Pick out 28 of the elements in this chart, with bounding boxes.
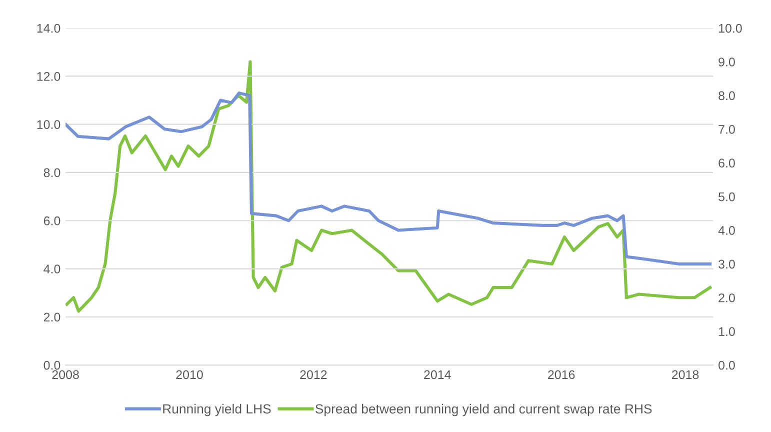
x-tick-label: 2008: [52, 370, 79, 380]
y2-tick-label: 2.0: [718, 293, 735, 302]
line-series: [66, 92, 712, 266]
x-tick-label: 2010: [176, 370, 203, 380]
y2-tick-label: 1.0: [718, 327, 735, 336]
x-tick-label: 2012: [300, 370, 327, 380]
y-tick-label: 4.0: [44, 264, 60, 274]
y2-tick-label: 6.0: [718, 158, 735, 168]
legend-label: Running yield LHS: [163, 404, 271, 416]
y-tick-label: 12.0: [37, 72, 60, 81]
y-tick-label: 6.0: [44, 216, 60, 226]
y-tick-label: 8.0: [44, 168, 60, 178]
y2-tick-label: 3.0: [718, 260, 735, 269]
y2-tick-label: 4.0: [718, 226, 735, 235]
y2-tick-label: 10.0: [718, 24, 742, 33]
legend-label: Spread between running yield and current swap rate RHS: [315, 404, 652, 416]
y2-tick-label: 0.0: [718, 360, 735, 370]
y-tick-label: 0.0: [44, 360, 60, 370]
y2-tick-label: 5.0: [718, 192, 735, 202]
y-tick-label: 2.0: [44, 312, 60, 322]
y-tick-label: 14.0: [37, 24, 60, 33]
y2-tick-label: 9.0: [718, 58, 735, 66]
x-tick-label: 2018: [672, 370, 699, 380]
y-tick-label: 10.0: [37, 120, 60, 130]
y2-tick-label: 8.0: [718, 91, 735, 100]
y2-tick-label: 7.0: [718, 124, 735, 134]
x-tick-label: 2014: [424, 370, 451, 380]
x-tick-label: 2016: [548, 370, 575, 380]
